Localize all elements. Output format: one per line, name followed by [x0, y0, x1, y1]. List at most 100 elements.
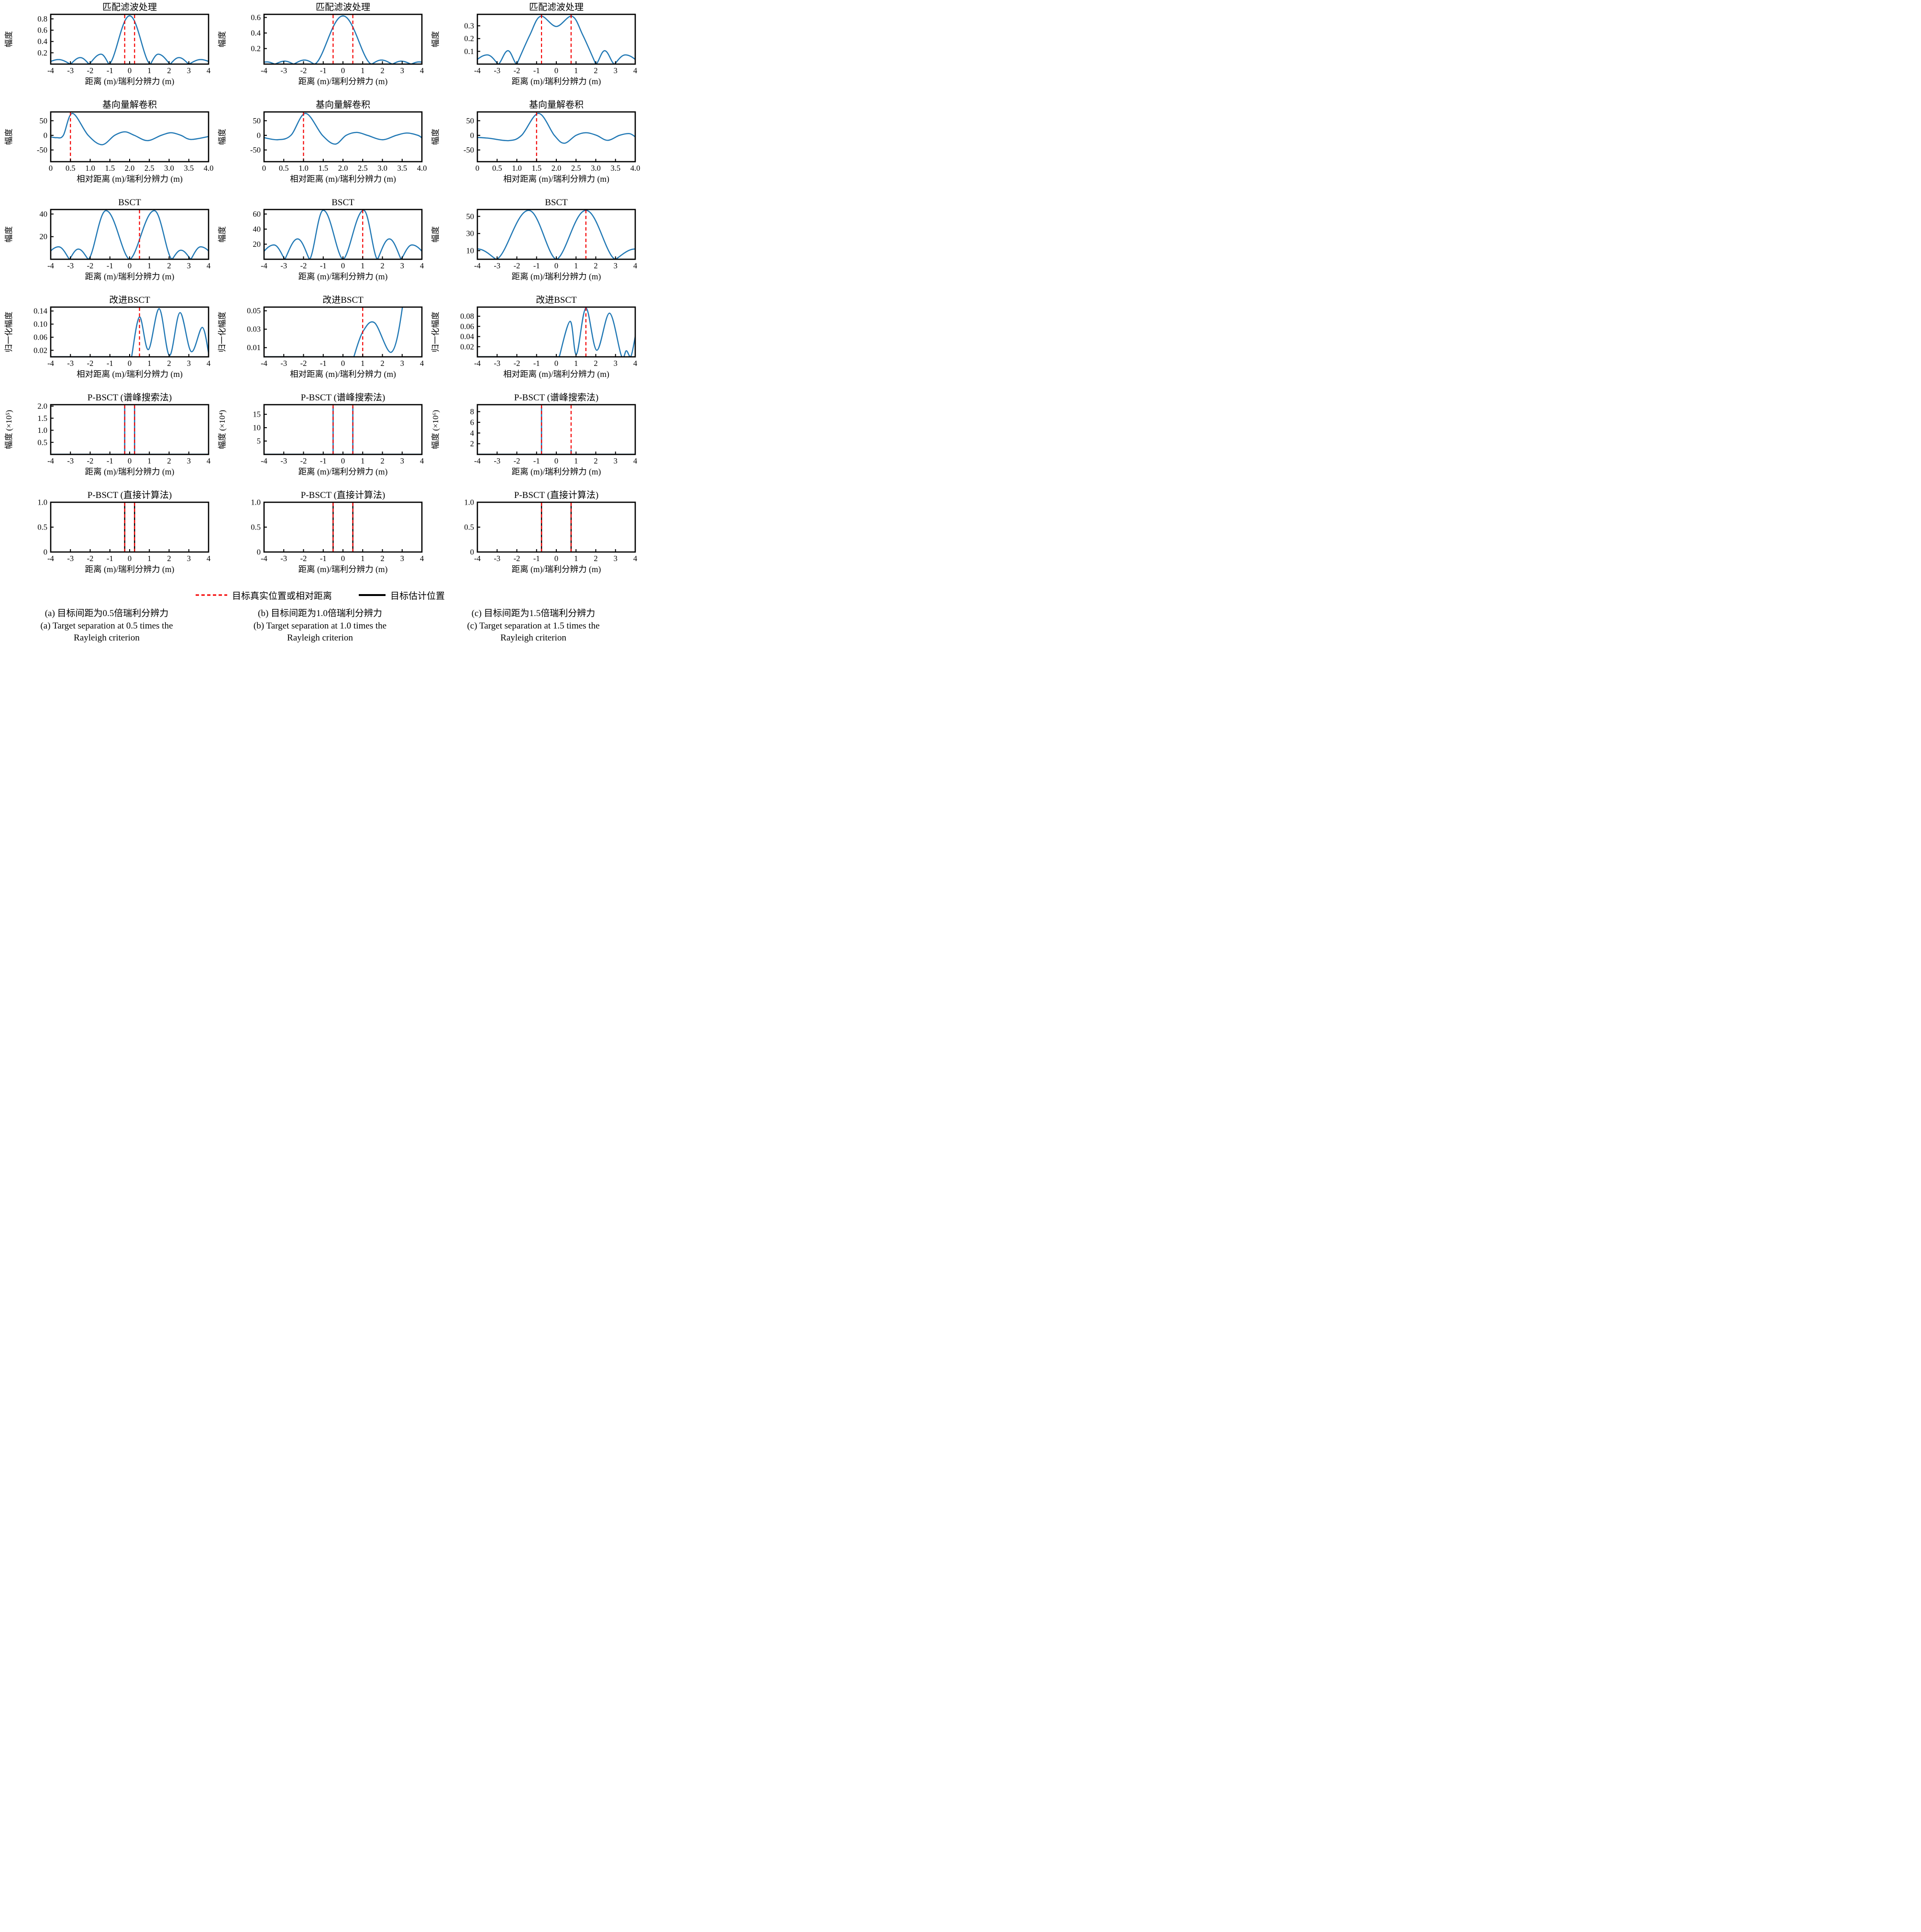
x-tick-label: 1.5: [531, 164, 541, 173]
subplot-pbsct-direct-a: P-BSCT (直接计算法) 距离 (m)/瑞利分辨力 (m) -4 -3 -2 -1 0 1…: [0, 490, 213, 581]
plot-area: [264, 112, 422, 162]
y-tick-label: 0.02: [460, 342, 474, 351]
y-tick-label: 1.5: [37, 414, 47, 423]
x-tick-label: 3: [614, 554, 618, 563]
x-tick-label: 1: [147, 261, 151, 270]
x-tick-label: 2: [594, 66, 597, 75]
signal-curve: [516, 15, 596, 64]
x-tick-label: 3: [187, 66, 191, 75]
x-tick-label: -2: [300, 261, 307, 270]
x-tick-label: 4: [633, 456, 637, 465]
subplot-matched-filter-a: 匹配滤波处理 幅度 距离 (m)/瑞利分辨力 (m) -4 -3 -2 -1 0 1 2 3 4 0.2…: [0, 2, 213, 93]
chart-title: P-BSCT (谱峰搜索法): [301, 392, 385, 403]
x-tick-label: -3: [280, 261, 287, 270]
y-axis-label: 幅度: [218, 31, 227, 47]
subplot-pbsct-direct-b: P-BSCT (直接计算法) 距离 (m)/瑞利分辨力 (m) -4 -3 -2 -1 0 1…: [213, 490, 427, 581]
y-tick-label: 0.5: [251, 523, 261, 532]
y-tick-label: 0.6: [251, 13, 261, 22]
x-tick-label: -3: [494, 554, 500, 563]
x-tick-label: 1: [147, 554, 151, 563]
plot-area: [477, 112, 635, 162]
x-tick-label: 0: [554, 359, 558, 368]
y-tick-label: 0.10: [33, 320, 47, 329]
x-tick-label: 1.5: [105, 164, 115, 173]
x-tick-label: -2: [87, 456, 94, 465]
signal-curve: [51, 15, 209, 64]
x-tick-label: 2: [167, 456, 171, 465]
caption-a-zh: (a) 目标间距为0.5倍瑞利分辨力: [44, 608, 169, 618]
signal-curve: [51, 112, 209, 145]
x-tick-label: -2: [514, 261, 520, 270]
chart-canvas: P-BSCT (谱峰搜索法) 幅度 (×10⁴) 距离 (m)/瑞利分辨力 (m) -…: [218, 392, 424, 476]
x-axis-label: 距离 (m)/瑞利分辨力 (m): [512, 564, 601, 574]
chart-title: 基向量解卷积: [316, 99, 370, 110]
truth-line-sample-icon: [195, 594, 227, 596]
y-axis-label: 幅度: [4, 31, 13, 47]
x-tick-label: 2.5: [358, 164, 368, 173]
caption-c: (c) 目标间距为1.5倍瑞利分辨力 (c) Target separation…: [427, 607, 640, 644]
y-tick-label: 0.3: [464, 22, 474, 31]
x-tick-label: 3.5: [184, 164, 194, 173]
x-tick-label: 2: [594, 554, 597, 563]
y-tick-label: -50: [250, 145, 261, 155]
chart-title: P-BSCT (谱峰搜索法): [88, 392, 172, 403]
x-tick-label: -4: [261, 554, 267, 563]
subplot-bsct-c: BSCT 幅度 距离 (m)/瑞利分辨力 (m) -4 -3 -2 -1 0 1 2 3 4 10 30 5…: [427, 197, 640, 288]
subplot-pbsct-peaksearch-b: P-BSCT (谱峰搜索法) 幅度 (×10⁴) 距离 (m)/瑞利分辨力 (m) -…: [213, 392, 427, 483]
x-tick-label: 2: [380, 359, 384, 368]
y-tick-label: 0: [44, 131, 47, 140]
y-axis-label: 归一化幅度: [4, 312, 13, 353]
x-tick-label: 2.5: [144, 164, 155, 173]
subplot-pbsct-peaksearch-a: P-BSCT (谱峰搜索法) 幅度 (×10⁵) 距离 (m)/瑞利分辨力 (m) -…: [0, 392, 213, 483]
x-tick-label: -4: [474, 456, 481, 465]
plot-area: [51, 307, 209, 357]
x-tick-label: 2: [380, 261, 384, 270]
x-tick-label: 0: [554, 456, 558, 465]
chart-title: 改进BSCT: [536, 295, 577, 305]
chart-title: 匹配滤波处理: [316, 2, 370, 12]
subplot-grid: 匹配滤波处理 幅度 距离 (m)/瑞利分辨力 (m) -4 -3 -2 -1 0 1 2 3 4 0.2…: [0, 2, 640, 581]
signal-curve: [51, 210, 209, 259]
y-tick-label: 40: [253, 224, 261, 233]
y-tick-label: 1.0: [251, 498, 261, 507]
signal-curve: [264, 112, 422, 145]
x-tick-label: 2: [380, 456, 384, 465]
estimate-line-sample-icon: [359, 594, 386, 596]
x-tick-label: 4: [420, 554, 424, 563]
x-tick-label: 3: [187, 456, 191, 465]
x-tick-label: 0: [341, 66, 345, 75]
x-tick-label: -1: [533, 456, 540, 465]
subplot-improved-bsct-b: 改进BSCT 归一化幅度 相对距离 (m)/瑞利分辨力 (m) -4 -3 -2 -1 0 1 2…: [213, 295, 427, 386]
y-tick-label: 2.0: [37, 402, 47, 411]
x-axis-label: 距离 (m)/瑞利分辨力 (m): [85, 564, 175, 574]
x-tick-label: 2: [167, 261, 171, 270]
y-tick-label: 10: [466, 246, 475, 255]
chart-title: 匹配滤波处理: [529, 2, 584, 12]
x-tick-label: 3: [614, 359, 618, 368]
x-axis-label: 距离 (m)/瑞利分辨力 (m): [298, 77, 388, 86]
x-tick-label: 3.5: [397, 164, 407, 173]
x-tick-label: 1.5: [318, 164, 328, 173]
x-axis-label: 距离 (m)/瑞利分辨力 (m): [512, 272, 601, 281]
y-axis-label: 幅度: [4, 226, 13, 243]
y-axis-label: 幅度 (×10⁶): [431, 410, 440, 449]
plot-frame: [50, 404, 210, 455]
x-tick-label: 1: [574, 359, 578, 368]
x-tick-label: -2: [87, 66, 94, 75]
chart-canvas: P-BSCT (谱峰搜索法) 幅度 (×10⁵) 距离 (m)/瑞利分辨力 (m) -…: [4, 392, 210, 476]
plot-area: [51, 14, 209, 64]
x-tick-label: 3: [614, 456, 618, 465]
y-axis-label: 幅度: [218, 129, 227, 145]
y-axis-label: 幅度: [431, 226, 440, 243]
chart-canvas: P-BSCT (直接计算法) 距离 (m)/瑞利分辨力 (m) -4 -3 -2 -1 0 1…: [37, 490, 210, 574]
captions: (a) 目标间距为0.5倍瑞利分辨力 (a) Target separation…: [0, 607, 640, 644]
chart-title: 改进BSCT: [109, 295, 150, 305]
x-tick-label: 4: [420, 359, 424, 368]
chart-title: BSCT: [118, 198, 141, 208]
x-tick-label: 1: [147, 359, 151, 368]
